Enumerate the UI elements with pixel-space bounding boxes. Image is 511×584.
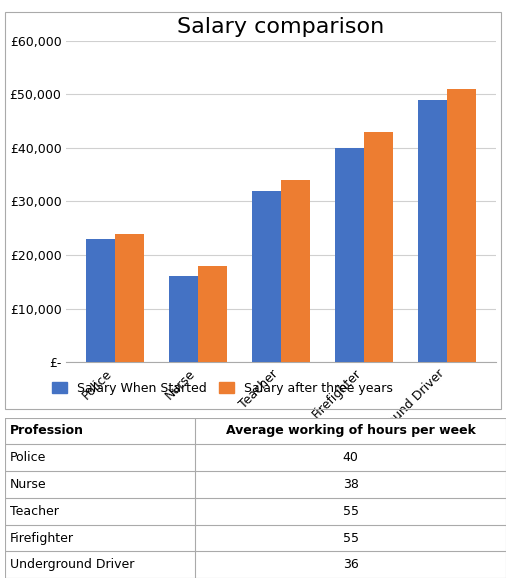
Legend: Salary When Started, Salary after three years: Salary When Started, Salary after three … [47, 377, 398, 399]
Text: Nurse: Nurse [10, 478, 47, 491]
Title: Salary comparison: Salary comparison [177, 16, 385, 37]
Bar [364, 132, 393, 362]
Text: 55: 55 [343, 531, 359, 544]
Bar [198, 266, 227, 362]
Text: Police: Police [10, 451, 47, 464]
Text: Firefighter: Firefighter [10, 531, 74, 544]
Bar [418, 100, 447, 362]
Text: 55: 55 [343, 505, 359, 518]
Bar [169, 276, 198, 362]
Bar [335, 148, 364, 362]
Bar [281, 180, 310, 362]
Bar [5, 498, 506, 524]
Bar [5, 418, 506, 444]
Bar [447, 89, 476, 362]
Text: Average working of hours per week: Average working of hours per week [226, 425, 476, 437]
Bar [5, 551, 506, 578]
Text: 36: 36 [343, 558, 359, 571]
Text: 40: 40 [343, 451, 359, 464]
Text: Profession: Profession [10, 425, 84, 437]
Text: 38: 38 [343, 478, 359, 491]
Bar [5, 444, 506, 471]
Bar [5, 471, 506, 498]
Bar [115, 234, 144, 362]
Text: Underground Driver: Underground Driver [10, 558, 134, 571]
Bar [86, 239, 115, 362]
Bar [252, 191, 281, 362]
Text: Teacher: Teacher [10, 505, 59, 518]
Bar [5, 524, 506, 551]
